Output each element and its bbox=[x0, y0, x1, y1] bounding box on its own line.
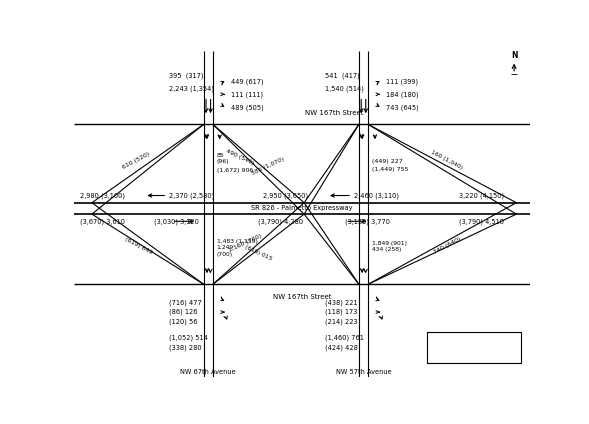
Text: 2,370 (2,580): 2,370 (2,580) bbox=[170, 192, 215, 199]
Text: N: N bbox=[511, 51, 517, 60]
Text: NW 167th Street: NW 167th Street bbox=[273, 294, 331, 300]
Text: 3,220 (4,150): 3,220 (4,150) bbox=[459, 192, 504, 199]
Text: 395  (317): 395 (317) bbox=[170, 72, 204, 78]
Text: 1,849 (901): 1,849 (901) bbox=[372, 241, 406, 246]
Text: 111 (111): 111 (111) bbox=[231, 92, 263, 98]
Text: 184 (180): 184 (180) bbox=[386, 92, 419, 98]
Text: LEGEND: LEGEND bbox=[455, 337, 493, 346]
Text: 85: 85 bbox=[217, 153, 224, 158]
Text: NW 67th Avenue: NW 67th Avenue bbox=[180, 369, 236, 376]
Text: (338) 280: (338) 280 bbox=[170, 345, 202, 351]
Text: (3,150) 3,770: (3,150) 3,770 bbox=[345, 218, 391, 225]
Text: (3,030) 3,120: (3,030) 3,120 bbox=[154, 218, 198, 225]
Text: 449 (617): 449 (617) bbox=[231, 78, 264, 85]
Text: 490 (540): 490 (540) bbox=[226, 148, 255, 166]
Text: 743 (645): 743 (645) bbox=[386, 105, 419, 111]
FancyBboxPatch shape bbox=[428, 332, 521, 363]
Text: (438) 221: (438) 221 bbox=[325, 299, 358, 306]
Text: 2,950 (3,650): 2,950 (3,650) bbox=[263, 192, 308, 199]
Text: (1,052) 514: (1,052) 514 bbox=[170, 335, 209, 341]
Text: 1,483 (1,159): 1,483 (1,159) bbox=[217, 239, 257, 243]
Text: 740 (640): 740 (640) bbox=[432, 237, 461, 255]
Text: 1,540 (514): 1,540 (514) bbox=[325, 85, 363, 92]
Text: (3,790) 4,280: (3,790) 4,280 bbox=[259, 218, 303, 225]
Text: 2,980 (3,100): 2,980 (3,100) bbox=[81, 192, 125, 199]
Text: 2,243 (1,354): 2,243 (1,354) bbox=[170, 85, 214, 92]
Text: (214) 223: (214) 223 bbox=[325, 318, 358, 325]
Text: (120) 56: (120) 56 bbox=[170, 318, 198, 325]
Text: 610 (520): 610 (520) bbox=[122, 151, 151, 170]
Text: (716) 477: (716) 477 bbox=[170, 299, 202, 306]
Text: (96): (96) bbox=[217, 159, 229, 165]
Text: (86) 126: (86) 126 bbox=[170, 309, 198, 315]
Text: NW 57th Avenue: NW 57th Avenue bbox=[336, 369, 391, 376]
Text: AM (PM): AM (PM) bbox=[458, 349, 490, 358]
Text: 489 (505): 489 (505) bbox=[231, 105, 264, 111]
Text: NW 167th Street: NW 167th Street bbox=[305, 110, 363, 116]
Text: (449) 227: (449) 227 bbox=[372, 159, 402, 165]
Text: (3,670) 3,610: (3,670) 3,610 bbox=[81, 218, 125, 225]
Text: (700): (700) bbox=[217, 251, 233, 257]
Text: (619) 649: (619) 649 bbox=[124, 237, 153, 255]
Text: (1,672) 906: (1,672) 906 bbox=[217, 167, 253, 173]
Text: 434 (258): 434 (258) bbox=[372, 247, 401, 252]
Text: (1,460) 761: (1,460) 761 bbox=[325, 335, 363, 341]
Text: (424) 428: (424) 428 bbox=[325, 345, 358, 351]
Text: (3,790) 4,510: (3,790) 4,510 bbox=[459, 218, 504, 225]
Text: 160 (1,040): 160 (1,040) bbox=[430, 150, 464, 171]
Text: (118) 173: (118) 173 bbox=[325, 309, 357, 315]
Text: (1,449) 755: (1,449) 755 bbox=[372, 167, 408, 172]
Text: SR 826 - Palmetto Expressway: SR 826 - Palmetto Expressway bbox=[251, 205, 353, 212]
Text: 111 (399): 111 (399) bbox=[386, 78, 418, 85]
Text: (619) 015: (619) 015 bbox=[244, 244, 273, 261]
Text: 2,460 (3,110): 2,460 (3,110) bbox=[355, 192, 399, 199]
Text: 1,249: 1,249 bbox=[217, 245, 234, 250]
Text: 1,160 (760): 1,160 (760) bbox=[227, 233, 262, 253]
Text: 585 (1,070): 585 (1,070) bbox=[250, 157, 284, 176]
Text: 541  (417): 541 (417) bbox=[325, 72, 359, 78]
